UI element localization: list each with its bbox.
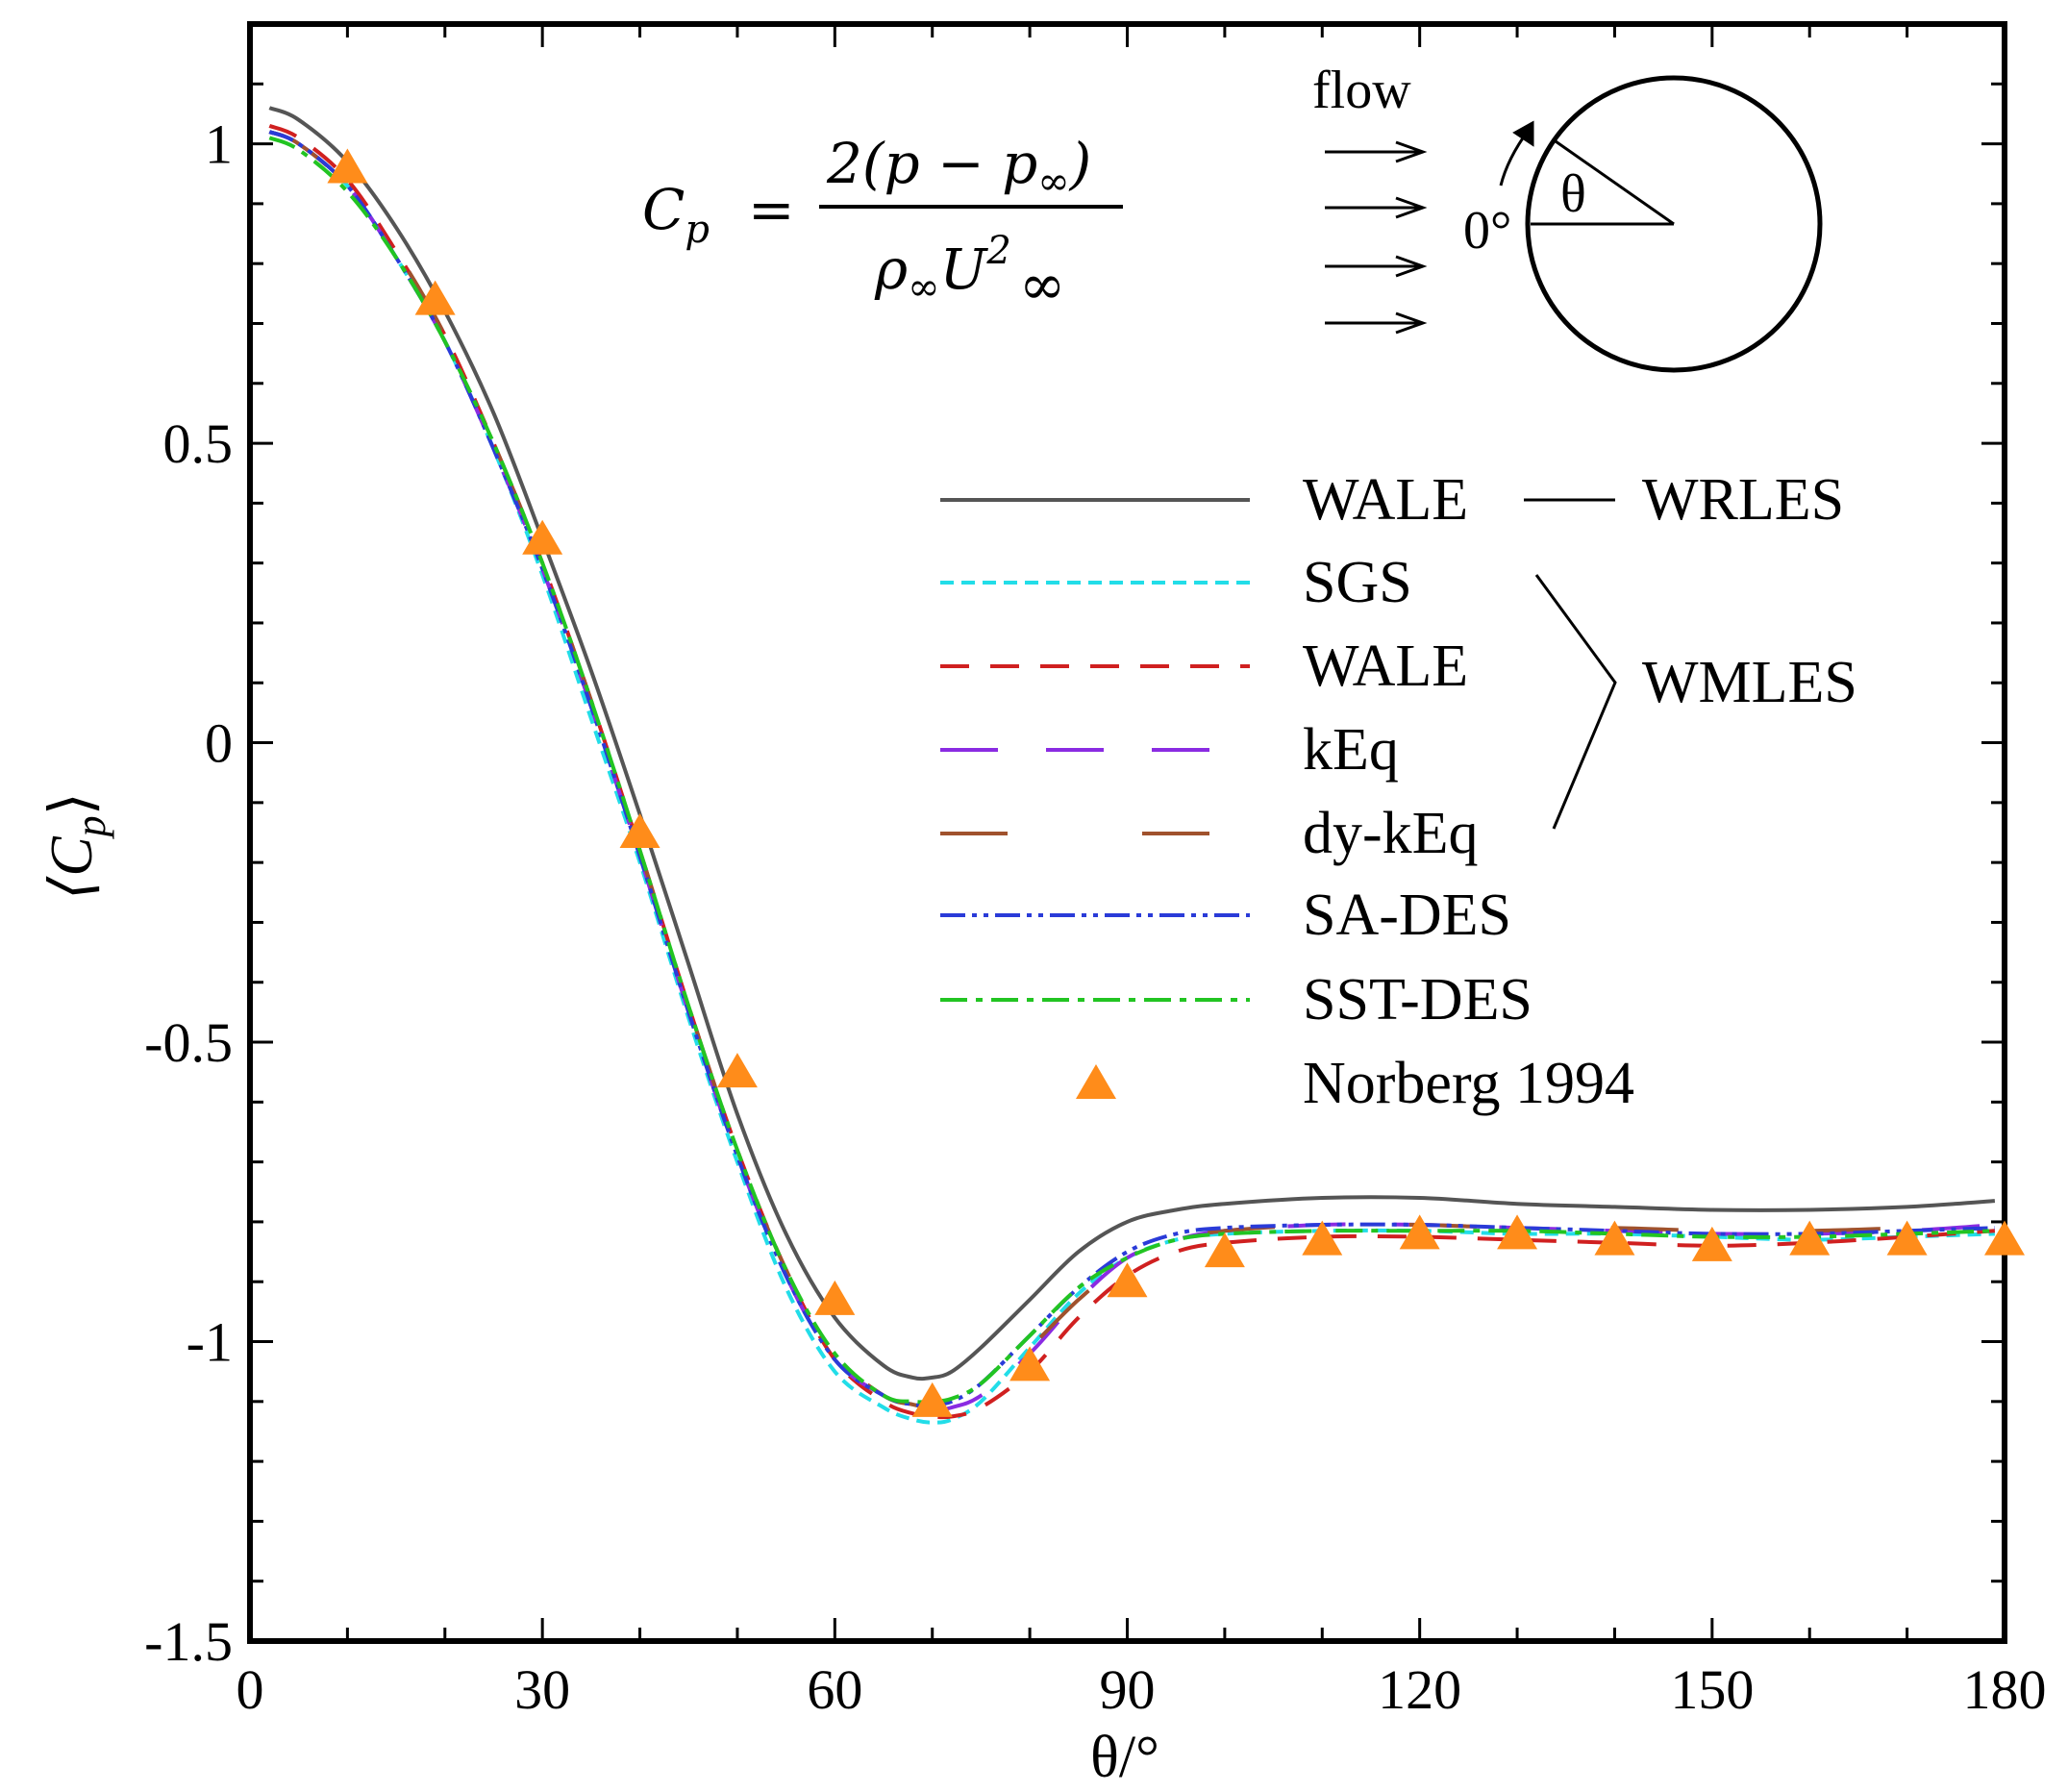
series-layer xyxy=(268,106,1996,1425)
legend-swatch-norberg-1994-experiment xyxy=(1076,1064,1116,1099)
y-axis-label-sub: p xyxy=(67,815,114,839)
legend-label-sa-des-wmles: SA-DES xyxy=(1303,883,1511,948)
axis-ticks xyxy=(248,22,2006,1643)
x-tick-label: 150 xyxy=(1670,1658,1754,1721)
norberg-marker xyxy=(522,519,563,555)
legend-label-sst-des-wmles: SST-DES xyxy=(1303,967,1532,1033)
norberg-marker xyxy=(1984,1220,2025,1256)
angle-icon xyxy=(1499,120,1675,226)
flow-inset: flow θ 0° xyxy=(1312,61,1823,373)
svg-text:⟨Cp⟩: ⟨Cp⟩ xyxy=(39,792,114,900)
legend-label-keq-wmles: kEq xyxy=(1303,717,1399,783)
formula-denominator-rho-sub: ∞ xyxy=(908,265,939,310)
cp-formula: Cp = 2(p − p∞) ρ∞U2 ∞ xyxy=(642,131,1123,317)
norberg-marker xyxy=(1204,1232,1245,1268)
legend-group-wmles: WMLES xyxy=(1642,650,1857,715)
x-tick-label: 90 xyxy=(1100,1658,1156,1721)
y-tick-label: 0 xyxy=(205,712,233,775)
legend-label-dy-keq-wmles: dy-kEq xyxy=(1303,801,1479,866)
formula-numerator-sub: ∞ xyxy=(1037,160,1069,204)
series-line-sgs-wmles xyxy=(268,130,1995,1425)
series-line-sa-des-wmles xyxy=(268,130,1995,1407)
norberg-marker xyxy=(1594,1220,1635,1256)
formula-denominator-u: U xyxy=(939,236,988,302)
svg-text:ρ∞U2: ρ∞U2 xyxy=(874,229,1011,310)
legend-label-sgs-wmles: SGS xyxy=(1303,550,1412,615)
y-axis-label-close: ⟩ xyxy=(39,792,105,815)
y-axis-label-main: ⟨C xyxy=(39,836,105,900)
y-tick-label: -0.5 xyxy=(144,1011,233,1074)
series-line-wale-wmles xyxy=(268,124,1996,1420)
series-line-dy-keq-wmles xyxy=(268,130,1995,1410)
y-tick-label: -1 xyxy=(187,1311,233,1374)
legend-label-wale-wrles: WALE xyxy=(1303,467,1468,533)
legend-label-wale-wmles: WALE xyxy=(1303,634,1468,699)
theta-label: θ xyxy=(1560,164,1586,224)
formula-denominator-u-sup: 2 xyxy=(985,229,1010,273)
formula-numerator-close: ) xyxy=(1068,131,1092,196)
norberg-marker xyxy=(1789,1220,1831,1256)
formula-lhs: C xyxy=(642,177,685,242)
cylinder-icon xyxy=(1525,75,1823,373)
norberg-marker xyxy=(1302,1220,1343,1256)
norberg-marker xyxy=(1497,1214,1538,1250)
norberg-marker xyxy=(1886,1220,1928,1256)
y-tick-label: -1.5 xyxy=(144,1610,233,1673)
norberg-marker xyxy=(1009,1346,1051,1381)
y-tick-label: 0.5 xyxy=(163,412,234,475)
formula-lhs-sub: p xyxy=(685,208,710,252)
norberg-marker xyxy=(814,1280,856,1315)
legend-brackets xyxy=(1524,498,1617,830)
flow-arrow-icon xyxy=(1325,140,1428,335)
x-tick-label: 0 xyxy=(237,1658,264,1721)
norberg-marker xyxy=(1107,1262,1148,1298)
axis-tick-labels: 0 30 60 90 120 150 180 1 0.5 0 -0.5 -1 -1.5 xyxy=(144,113,2046,1721)
norberg-marker xyxy=(911,1381,953,1417)
legend: WALE SGS WALE kEq dy-kEq SA-DES SST-DES Norberg… xyxy=(940,467,1634,1116)
legend-group-wrles: WRLES xyxy=(1642,467,1844,533)
series-line-wale-wrles xyxy=(268,106,1996,1381)
y-axis-label: ⟨Cp⟩ xyxy=(39,792,114,900)
x-axis-label: θ/° xyxy=(1090,1725,1159,1790)
svg-text:Cp: Cp xyxy=(642,177,710,252)
svg-text:2(p − p∞): 2(p − p∞) xyxy=(826,131,1091,204)
series-line-sst-des-wmles xyxy=(268,136,1995,1405)
marker-layer xyxy=(327,148,2025,1417)
norberg-marker xyxy=(1691,1226,1732,1261)
norberg-marker xyxy=(414,280,456,315)
y-tick-label: 1 xyxy=(205,113,233,176)
x-tick-label: 30 xyxy=(514,1658,570,1721)
flow-label: flow xyxy=(1312,61,1411,120)
formula-numerator: 2(p − p xyxy=(826,131,1037,196)
formula-denominator-u-sub: ∞ xyxy=(1019,252,1065,317)
norberg-marker xyxy=(1399,1214,1440,1250)
x-tick-label: 180 xyxy=(1963,1658,2047,1721)
formula-equals: = xyxy=(748,177,795,242)
x-tick-label: 60 xyxy=(807,1658,862,1721)
norberg-marker xyxy=(716,1053,758,1088)
x-tick-label: 120 xyxy=(1378,1658,1461,1721)
zero-degree-label: 0° xyxy=(1463,201,1511,261)
norberg-marker xyxy=(619,813,660,848)
norberg-marker xyxy=(327,148,368,184)
formula-denominator-rho: ρ xyxy=(874,236,908,302)
plot-frame xyxy=(247,21,2007,1644)
legend-label-norberg-1994-experiment: Norberg 1994 xyxy=(1303,1051,1634,1116)
